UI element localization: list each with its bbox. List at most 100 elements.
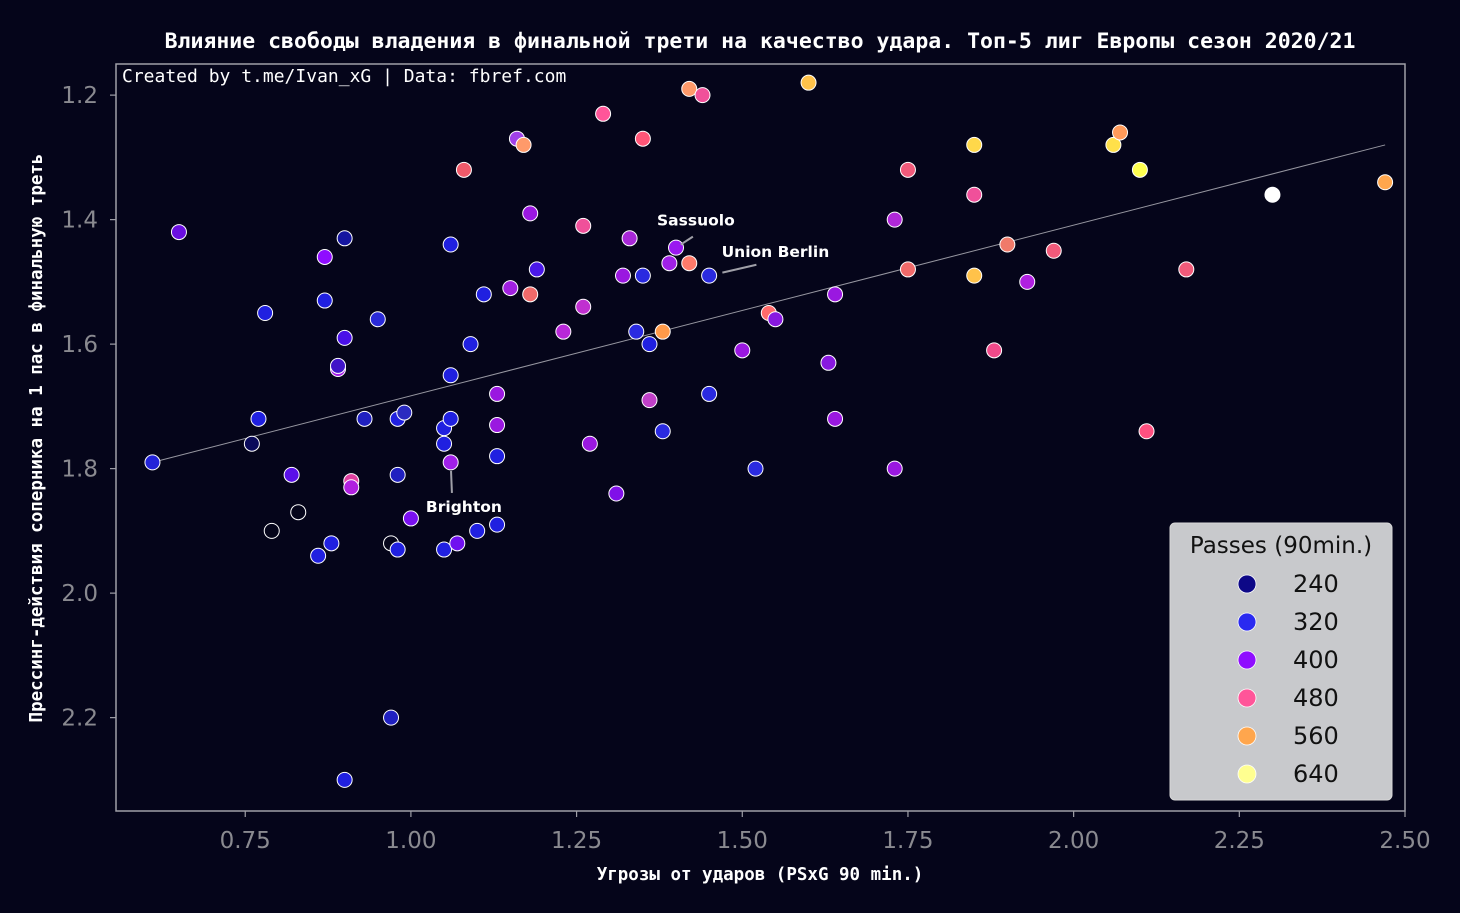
legend-label: 320 xyxy=(1293,608,1339,636)
y-axis: 1.2 1.4 1.6 1.8 2.0 2.2 xyxy=(61,83,116,732)
data-point xyxy=(263,522,280,539)
credit-text: Created by t.me/Ivan_xG | Data: fbref.co… xyxy=(122,66,566,87)
data-point xyxy=(899,261,916,278)
y-tick-label: 1.4 xyxy=(61,208,98,234)
data-point xyxy=(595,105,612,122)
data-point xyxy=(1105,136,1122,153)
data-point xyxy=(608,485,625,502)
data-point xyxy=(436,541,453,558)
data-point xyxy=(701,267,718,284)
legend-swatch xyxy=(1237,726,1257,746)
legend-swatch xyxy=(1237,764,1257,784)
data-point xyxy=(330,357,347,374)
y-tick-label: 1.2 xyxy=(61,83,98,109)
y-tick-label: 1.8 xyxy=(61,457,98,483)
legend-entry: 240 xyxy=(1237,570,1339,598)
data-point xyxy=(701,385,718,402)
legend-entries: 240 320 400 480 560 640 xyxy=(1237,570,1339,788)
x-tick-label: 2.50 xyxy=(1379,828,1430,854)
plot-area xyxy=(115,63,1406,812)
x-tick-label: 1.75 xyxy=(882,828,933,854)
data-point xyxy=(800,74,817,91)
chart-title: Влияние свободы владения в финальной тре… xyxy=(165,29,1356,54)
data-point xyxy=(389,541,406,558)
legend-label: 240 xyxy=(1293,570,1339,598)
data-point xyxy=(641,336,658,353)
legend-label: 640 xyxy=(1293,760,1339,788)
data-point xyxy=(449,535,466,552)
data-point xyxy=(442,367,459,384)
data-point xyxy=(144,454,161,471)
data-point xyxy=(654,423,671,440)
annotation-label: Sassuolo xyxy=(657,212,735,230)
legend-entry: 480 xyxy=(1237,684,1339,712)
data-point xyxy=(389,466,406,483)
data-point xyxy=(522,286,539,303)
data-point xyxy=(469,522,486,539)
x-axis-label: Угрозы от ударов (PSxG 90 min.) xyxy=(597,865,924,885)
data-point xyxy=(455,161,472,178)
data-point xyxy=(383,709,400,726)
data-point xyxy=(250,410,267,427)
legend: Passes (90min.) 240 320 400 480 560 640 xyxy=(1169,522,1393,801)
data-point xyxy=(986,342,1003,359)
annotation-label: Union Berlin xyxy=(722,243,830,261)
data-point xyxy=(502,280,519,297)
data-point xyxy=(575,217,592,234)
data-point xyxy=(489,417,506,434)
data-point xyxy=(1019,273,1036,290)
data-point xyxy=(614,267,631,284)
trendline-group xyxy=(152,144,1386,463)
legend-title: Passes (90min.) xyxy=(1190,533,1372,559)
data-point xyxy=(899,161,916,178)
data-point xyxy=(442,236,459,253)
data-point xyxy=(966,267,983,284)
data-point xyxy=(827,286,844,303)
x-tick-label: 2.25 xyxy=(1214,828,1265,854)
data-point xyxy=(310,547,327,564)
data-point xyxy=(641,392,658,409)
data-point xyxy=(575,298,592,315)
data-point xyxy=(356,410,373,427)
data-point xyxy=(489,516,506,533)
data-point xyxy=(316,292,333,309)
data-point xyxy=(1112,124,1129,141)
data-point xyxy=(1178,261,1195,278)
data-point xyxy=(886,460,903,477)
data-point xyxy=(343,479,360,496)
legend-swatch xyxy=(1237,612,1257,632)
data-point xyxy=(966,186,983,203)
annotation-leader xyxy=(450,470,453,494)
data-point xyxy=(886,211,903,228)
x-tick-label: 2.00 xyxy=(1048,828,1099,854)
legend-swatch xyxy=(1237,574,1257,594)
data-point xyxy=(316,248,333,265)
data-point xyxy=(170,224,187,241)
data-points xyxy=(144,74,1394,788)
legend-label: 400 xyxy=(1293,646,1339,674)
data-point xyxy=(442,410,459,427)
y-tick-label: 1.6 xyxy=(61,332,98,358)
data-point xyxy=(966,136,983,153)
data-point xyxy=(668,239,685,256)
data-point xyxy=(1045,242,1062,259)
x-axis: 0.75 1.00 1.25 1.50 1.75 2.00 2.25 2.50 xyxy=(220,811,1431,854)
data-point xyxy=(734,342,751,359)
data-point xyxy=(1138,423,1155,440)
data-point xyxy=(336,771,353,788)
x-tick-label: 1.50 xyxy=(717,828,768,854)
data-point xyxy=(336,329,353,346)
x-tick-label: 1.00 xyxy=(385,828,436,854)
data-point xyxy=(475,286,492,303)
annotation-leader xyxy=(680,235,694,246)
data-point xyxy=(681,255,698,272)
data-point xyxy=(489,448,506,465)
data-point xyxy=(581,435,598,452)
data-point xyxy=(283,466,300,483)
legend-swatch xyxy=(1237,688,1257,708)
annotation-leader xyxy=(722,263,757,274)
legend-label: 560 xyxy=(1293,722,1339,750)
data-point xyxy=(628,323,645,340)
trendline xyxy=(152,144,1386,463)
